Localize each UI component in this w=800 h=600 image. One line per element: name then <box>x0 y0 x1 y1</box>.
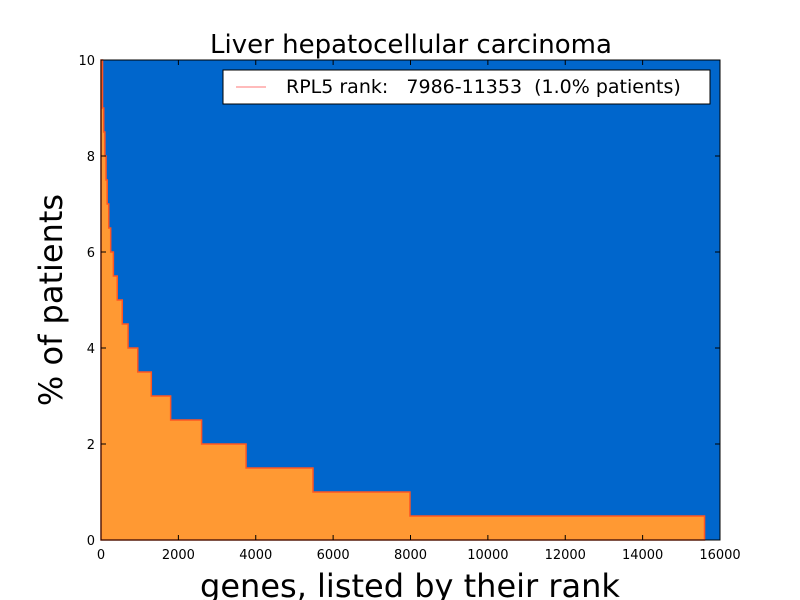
x-tick-label: 4000 <box>239 548 272 563</box>
x-tick-labels: 0 2000 4000 6000 8000 10000 12000 14000 16000 <box>97 548 741 563</box>
x-tick-label: 6000 <box>317 548 350 563</box>
y-tick-label: 2 <box>87 438 95 453</box>
x-tick-label: 14000 <box>622 548 663 563</box>
x-tick-label: 16000 <box>699 548 740 563</box>
chart-title: Liver hepatocellular carcinoma <box>210 30 612 60</box>
y-tick-label: 10 <box>78 54 95 69</box>
x-tick-label: 0 <box>97 548 105 563</box>
x-axis-label: genes, listed by their rank <box>200 567 620 600</box>
legend-box <box>222 69 711 105</box>
y-tick-label: 0 <box>87 534 95 549</box>
x-tick-label: 8000 <box>394 548 427 563</box>
x-tick-label: 12000 <box>545 548 586 563</box>
legend: RPL5 rank: 7986-11353 (1.0% patients) <box>222 69 711 105</box>
y-tick-label: 4 <box>87 342 95 357</box>
y-tick-labels: 0 2 4 6 8 10 <box>78 54 95 549</box>
y-axis-label: % of patients <box>32 194 70 406</box>
x-tick-label: 2000 <box>162 548 195 563</box>
legend-label: RPL5 rank: 7986-11353 (1.0% patients) <box>286 76 681 98</box>
y-tick-label: 8 <box>87 150 95 165</box>
area-fill <box>100 59 706 541</box>
plot-frame <box>100 59 721 541</box>
y-tick-label: 6 <box>87 246 95 261</box>
x-tick-label: 10000 <box>467 548 508 563</box>
